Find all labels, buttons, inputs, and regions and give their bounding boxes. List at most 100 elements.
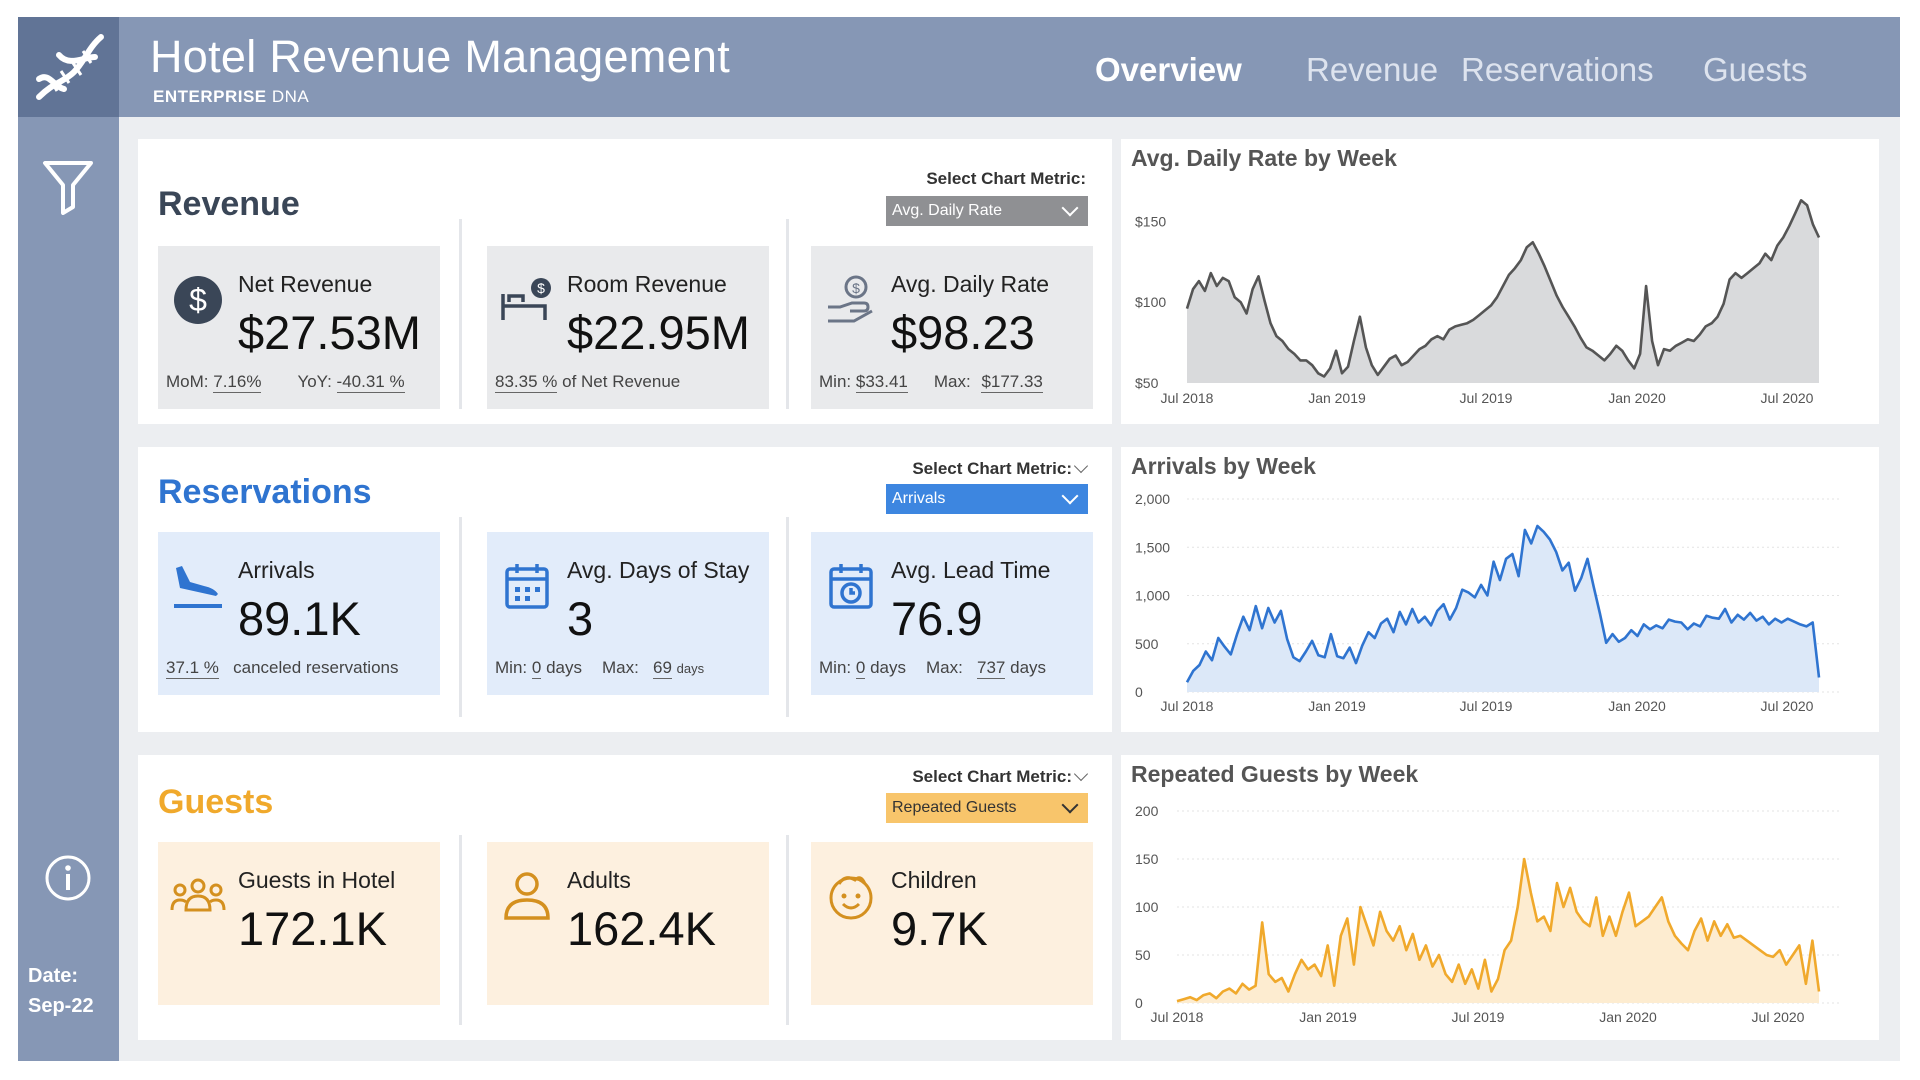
svg-text:$: $ xyxy=(189,282,207,318)
y-tick-label: 1,500 xyxy=(1135,539,1170,555)
metric-dropdown-guests[interactable]: Repeated Guests xyxy=(886,793,1088,823)
plane-landing-icon xyxy=(164,550,232,622)
reservations-panel: Reservations Select Chart Metric: Arriva… xyxy=(138,447,1112,732)
card-arrivals: Arrivals 89.1K 37.1 % canceled reservati… xyxy=(158,532,440,695)
info-icon xyxy=(45,855,91,901)
x-tick-label: Jul 2020 xyxy=(1752,1009,1805,1025)
divider xyxy=(786,219,789,409)
card-footer: MoM: 7.16% YoY: -40.31 % xyxy=(166,372,405,393)
divider xyxy=(459,835,462,1025)
adr-chart-panel: Avg. Daily Rate by Week $50 $100 $150 Jul 2… xyxy=(1121,139,1879,424)
max-value: $177.33 xyxy=(981,372,1043,393)
y-tick-label: 1,000 xyxy=(1135,588,1170,604)
tab-guests[interactable]: Guests xyxy=(1703,51,1808,88)
dollar-icon: $ xyxy=(164,264,232,336)
card-value: $98.23 xyxy=(891,306,1035,359)
divider xyxy=(459,517,462,717)
y-tick-label: 150 xyxy=(1135,851,1159,867)
calendar-icon xyxy=(493,550,561,622)
arrivals-chart-panel: Arrivals by Week 0 500 1,000 1,500 2,000 Jul … xyxy=(1121,447,1879,732)
y-tick-label: 200 xyxy=(1135,803,1159,819)
dropdown-value: Avg. Daily Rate xyxy=(892,202,1002,219)
card-label: Net Revenue xyxy=(238,271,373,297)
series-line xyxy=(1185,524,1821,683)
dropdown-value: Repeated Guests xyxy=(892,799,1017,816)
date-value: Sep-22 xyxy=(28,995,94,1017)
x-tick-label: Jan 2019 xyxy=(1308,698,1366,714)
metric-dropdown-revenue[interactable]: Avg. Daily Rate xyxy=(886,196,1088,226)
brand-bold: ENTERPRISE xyxy=(153,87,267,106)
metric-dropdown-reservations[interactable]: Arrivals xyxy=(886,484,1088,514)
min-label: Min: xyxy=(819,372,852,391)
max-value: 737 xyxy=(977,658,1006,679)
divider xyxy=(786,517,789,717)
tab-overview[interactable]: Overview xyxy=(1095,51,1242,88)
card-children: Children 9.7K xyxy=(811,842,1093,1005)
arrivals-chart: 0 500 1,000 1,500 2,000 Jul 2018 Jan 2019 Jul 2… xyxy=(1135,491,1839,714)
yoy-value: -40.31 % xyxy=(336,372,405,393)
x-tick-label: Jul 2018 xyxy=(1161,698,1214,714)
info-button[interactable] xyxy=(44,854,92,902)
x-tick-label: Jul 2018 xyxy=(1151,1009,1204,1025)
brand-subtitle: ENTERPRISE DNA xyxy=(153,87,309,107)
hand-money-icon: $ xyxy=(817,264,885,336)
repeated-guests-chart-panel: Repeated Guests by Week 0 50 100 150 200 Jul … xyxy=(1121,755,1879,1040)
chevron-down-icon[interactable] xyxy=(1073,766,1089,782)
card-value: $27.53M xyxy=(238,306,421,359)
metric-label: Select Chart Metric: xyxy=(912,459,1072,478)
svg-text:$: $ xyxy=(537,280,545,296)
filter-icon xyxy=(43,161,93,215)
metric-label: Select Chart Metric: xyxy=(926,169,1086,188)
y-tick-label: 0 xyxy=(1135,995,1143,1011)
bed-icon: $ xyxy=(493,264,561,336)
series-area xyxy=(1187,526,1819,692)
max-label: Max: xyxy=(925,658,963,677)
card-value: 76.9 xyxy=(891,592,983,645)
chart-title: Avg. Daily Rate by Week xyxy=(1131,145,1397,171)
date-filter: Date: Sep-22 xyxy=(28,961,94,1021)
chevron-down-icon xyxy=(1061,796,1079,814)
metric-label: Select Chart Metric: xyxy=(912,767,1072,786)
x-tick-label: Jul 2019 xyxy=(1460,698,1513,714)
mom-value: 7.16% xyxy=(213,372,262,393)
y-tick-label: $150 xyxy=(1135,213,1166,229)
sidebar: Date: Sep-22 xyxy=(18,17,119,1061)
y-tick-label: 50 xyxy=(1135,947,1151,963)
card-label: Guests in Hotel xyxy=(238,867,396,893)
pct-suffix: of Net Revenue xyxy=(557,372,681,391)
x-tick-label: Jul 2019 xyxy=(1460,390,1513,406)
card-footer: 83.35 % of Net Revenue xyxy=(495,372,681,393)
yoy-label: YoY: xyxy=(297,372,332,391)
chevron-down-icon[interactable] xyxy=(1073,458,1089,474)
tab-revenue[interactable]: Revenue xyxy=(1306,51,1439,88)
card-value: 9.7K xyxy=(891,902,988,955)
card-label: Avg. Lead Time xyxy=(891,557,1051,583)
card-footer: Min: $33.41 Max: $177.33 xyxy=(819,372,1043,393)
logo xyxy=(18,17,119,117)
min-value: 0 xyxy=(531,658,542,679)
card-value: 89.1K xyxy=(238,592,361,645)
group-icon xyxy=(164,860,232,932)
max-label: Max: xyxy=(933,372,971,391)
dna-icon xyxy=(35,34,104,100)
card-days-of-stay: Avg. Days of Stay 3 Min: 0 days Max: 69 d… xyxy=(487,532,769,695)
min-value: 0 xyxy=(855,658,866,679)
section-title-guests: Guests xyxy=(158,783,274,821)
chart-title: Repeated Guests by Week xyxy=(1131,761,1419,787)
svg-text:$: $ xyxy=(852,280,860,296)
tab-reservations[interactable]: Reservations xyxy=(1461,51,1654,88)
card-value: 3 xyxy=(567,592,594,645)
series-area xyxy=(1187,200,1819,383)
y-tick-label: $50 xyxy=(1135,375,1159,391)
date-label: Date: xyxy=(28,965,79,987)
section-title-revenue: Revenue xyxy=(158,185,300,223)
y-tick-label: 0 xyxy=(1135,684,1143,700)
child-face-icon xyxy=(817,860,885,932)
card-net-revenue: $ Net Revenue $27.53M MoM: 7.16% YoY: -40… xyxy=(158,246,440,409)
max-unit: days xyxy=(676,661,705,676)
x-tick-label: Jul 2018 xyxy=(1161,390,1214,406)
x-tick-label: Jul 2019 xyxy=(1452,1009,1505,1025)
filter-button[interactable] xyxy=(41,157,95,217)
x-tick-label: Jan 2019 xyxy=(1299,1009,1357,1025)
min-unit: days xyxy=(546,658,582,677)
